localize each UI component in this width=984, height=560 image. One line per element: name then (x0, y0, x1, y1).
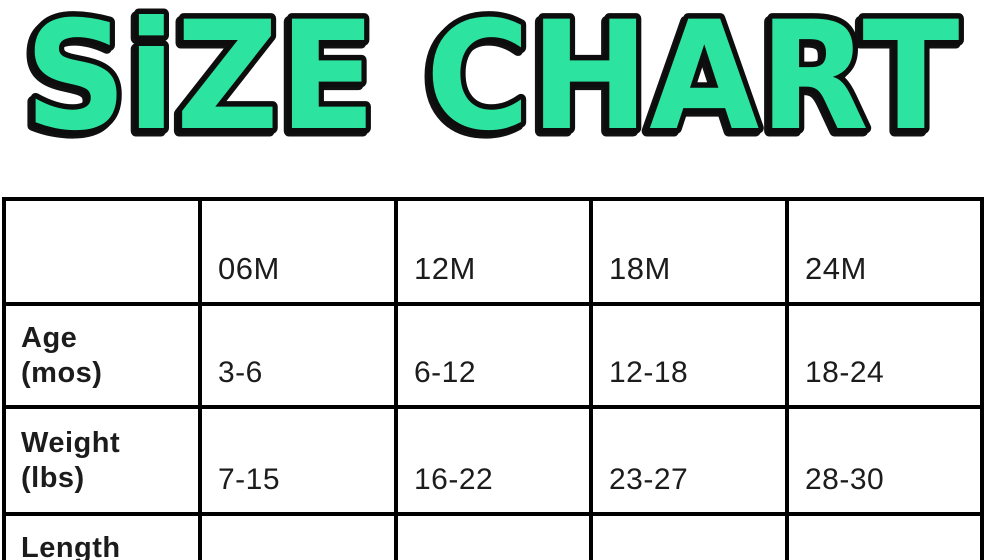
cell-length-24m: 32-34 (785, 512, 984, 560)
cell-weight-18m: 23-27 (589, 405, 789, 516)
cell-length-18m: 29-31 (589, 512, 789, 560)
table-row-length: Length (inches) 17-24 25-28 29-31 32-34 (2, 512, 984, 560)
row-label-length: Length (inches) (2, 512, 202, 560)
cell-age-12m: 6-12 (394, 302, 593, 409)
header-cell-24m: 24M (785, 197, 984, 306)
cell-length-06m: 17-24 (198, 512, 398, 560)
header-cell-12m: 12M (394, 197, 593, 306)
row-label-text: Weight (21, 426, 121, 459)
size-table: 06M 12M 18M 24M Age (mos) 3-6 6-12 12-18… (2, 197, 984, 560)
table-row-age: Age (mos) 3-6 6-12 12-18 18-24 (2, 302, 984, 409)
cell-age-06m: 3-6 (198, 302, 398, 409)
cell-length-12m: 25-28 (394, 512, 593, 560)
cell-weight-12m: 16-22 (394, 405, 593, 516)
cell-age-24m: 18-24 (785, 302, 984, 409)
cell-age-18m: 12-18 (589, 302, 789, 409)
header-cell-18m: 18M (589, 197, 789, 306)
row-label-text: Length (21, 532, 121, 560)
row-label-text: Age (21, 321, 78, 354)
table-row-weight: Weight (lbs) 7-15 16-22 23-27 28-30 (2, 405, 984, 516)
table-header-row: 06M 12M 18M 24M (2, 197, 984, 306)
title-text: SiZE CHART (25, 0, 960, 164)
page-title: SiZE CHART (0, 0, 984, 170)
row-label-age: Age (mos) (2, 302, 202, 409)
cell-weight-24m: 28-30 (785, 405, 984, 516)
row-label-weight: Weight (lbs) (2, 405, 202, 516)
row-label-unit: (lbs) (21, 461, 85, 494)
row-label-unit: (mos) (21, 356, 103, 389)
blank-corner-cell (2, 197, 202, 306)
title-art: SiZE CHART (19, 0, 965, 170)
cell-weight-06m: 7-15 (198, 405, 398, 516)
header-cell-06m: 06M (198, 197, 398, 306)
